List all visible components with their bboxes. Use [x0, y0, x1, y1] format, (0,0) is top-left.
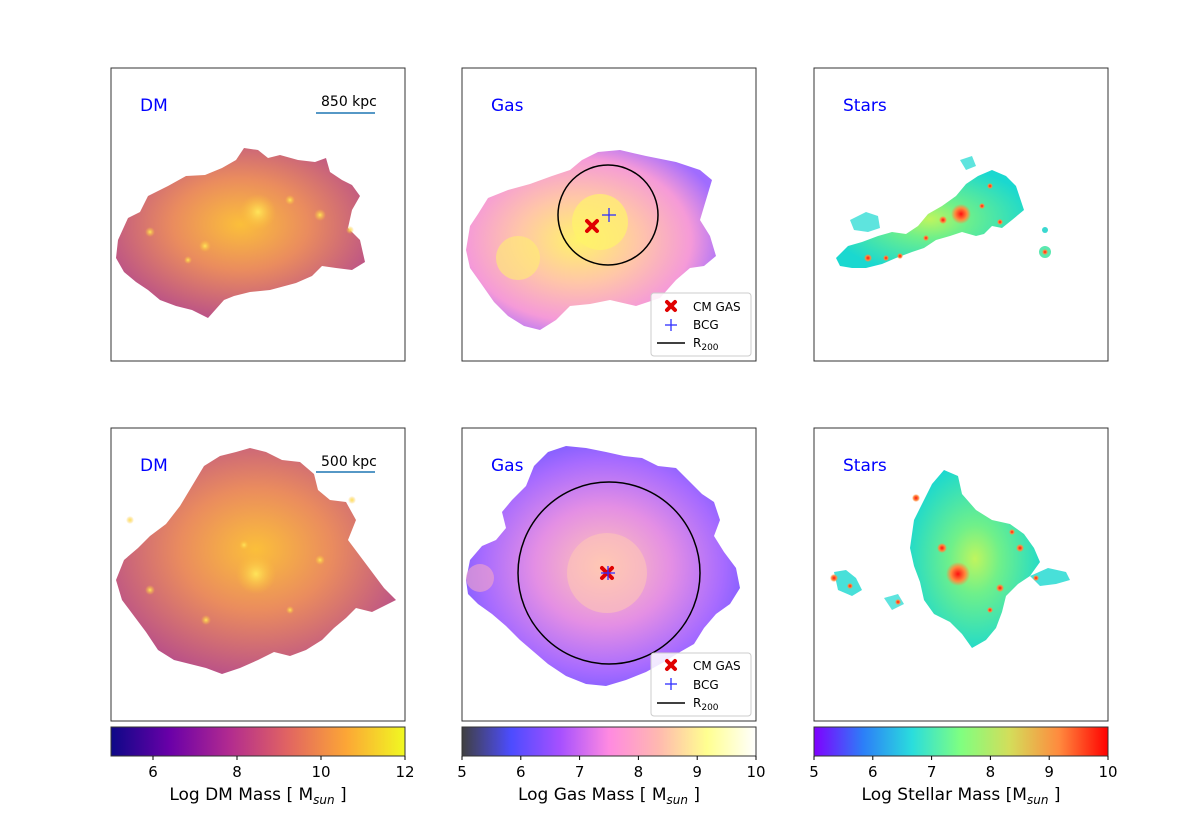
panel-label-gas-top: Gas — [491, 96, 524, 116]
gas-clump — [496, 236, 540, 280]
colorbar-0 — [110, 726, 406, 757]
stellar-clump — [1042, 227, 1048, 233]
legend-r200-label: R200 — [693, 336, 719, 353]
panel-label-dm-bottom: DM — [140, 456, 168, 476]
stellar-hotspots — [830, 494, 1039, 613]
colorbar-tick-label: 6 — [868, 763, 878, 781]
colorbar-label: Log Stellar Mass [Msun ] — [862, 785, 1061, 807]
legend-bcg-label: BCG — [693, 318, 719, 332]
stellar-map-top — [836, 170, 1024, 268]
colorbar-tick-label: 7 — [927, 763, 937, 781]
colorbar-1 — [461, 726, 757, 757]
colorbar-label: Log DM Mass [ Msun ] — [169, 785, 346, 807]
panel-label-stars-top: Stars — [843, 96, 887, 116]
bcg-marker-bottom — [601, 566, 615, 580]
bcg-marker-top — [602, 208, 616, 222]
r200-circle-top — [557, 164, 659, 266]
legend-bcg-icon — [665, 319, 677, 331]
panel-dm-top — [111, 68, 405, 361]
legend-r200-label: R200 — [693, 696, 719, 713]
panel-label-stars-bottom: Stars — [843, 456, 887, 476]
legend-bcg-icon — [665, 678, 677, 690]
gas-clump — [466, 564, 494, 592]
colorbar-tick-label: 10 — [311, 763, 330, 781]
panel-frame — [813, 67, 1109, 362]
stellar-fragment — [850, 212, 880, 232]
panel-frame — [461, 67, 757, 362]
cm-gas-marker-top — [585, 219, 599, 233]
scale-bar-label-bottom: 500 kpc — [321, 454, 377, 470]
panel-frame — [813, 427, 1109, 722]
colorbars: 6 8 10 12 Log DM Mass [ Msun ] 5 6 7 8 9 10 Log Gas… — [110, 726, 1118, 807]
r200-circle-bottom — [517, 481, 701, 665]
panel-frame — [110, 427, 406, 722]
panel-stars-top — [814, 68, 1108, 361]
gas-core — [572, 194, 628, 250]
legend-bcg-label: BCG — [693, 678, 719, 692]
stellar-fragment — [884, 594, 904, 610]
colorbar-tick-label: 8 — [634, 763, 644, 781]
stellar-hotspots — [864, 183, 1048, 262]
colorbar-tick-label: 5 — [809, 763, 819, 781]
legend-cm-gas-label: CM GAS — [693, 659, 741, 673]
stellar-fragment — [834, 570, 862, 596]
colorbar-tick-label: 9 — [1044, 763, 1054, 781]
panel-frame — [461, 427, 757, 722]
colorbar-tick-label: 6 — [516, 763, 526, 781]
colorbar-tick-label: 10 — [1098, 763, 1117, 781]
colorbar-tick-label: 6 — [148, 763, 158, 781]
legend-cm-gas-icon — [665, 659, 677, 671]
dm-substructure — [145, 194, 354, 264]
colorbar-tick-label: 9 — [692, 763, 702, 781]
dm-density-map — [116, 148, 365, 318]
colorbar-tick-label: 7 — [575, 763, 585, 781]
colorbar-label: Log Gas Mass [ Msun ] — [518, 785, 700, 807]
colorbar-tick-label: 10 — [746, 763, 765, 781]
panel-stars-bottom — [814, 428, 1108, 721]
colorbar-tick-label: 5 — [457, 763, 467, 781]
legend-top: CM GAS BCG R200 — [650, 292, 752, 357]
panel-dm-bottom — [111, 428, 405, 721]
colorbar-tick-label: 8 — [232, 763, 242, 781]
colorbar-2 — [813, 726, 1109, 757]
stellar-fragment — [960, 156, 976, 170]
panel-label-gas-bottom: Gas — [491, 456, 524, 476]
colorbar-tick-label: 8 — [986, 763, 996, 781]
legend-bottom: CM GAS BCG R200 — [650, 652, 752, 717]
legend-cm-gas-icon — [665, 300, 677, 312]
scale-bar-label-top: 850 kpc — [321, 94, 377, 110]
dm-substructure — [126, 496, 356, 625]
stellar-map-bottom — [910, 470, 1040, 648]
panel-label-dm-top: DM — [140, 96, 168, 116]
legend-cm-gas-label: CM GAS — [693, 300, 741, 314]
stellar-fragment — [1030, 568, 1070, 586]
colorbar-tick-label: 12 — [395, 763, 414, 781]
panel-frame — [110, 67, 406, 362]
